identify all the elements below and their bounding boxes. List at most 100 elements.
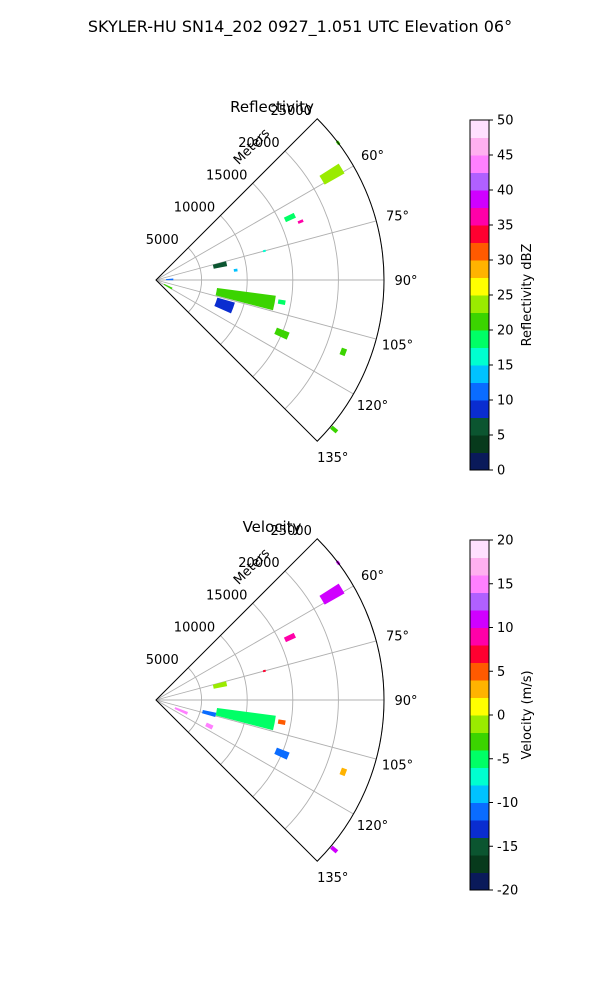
radar-echo <box>319 583 345 605</box>
colorbar-block <box>470 837 489 856</box>
colorbar-block <box>470 260 489 278</box>
colorbar-block <box>470 662 489 681</box>
colorbar-block <box>470 190 489 208</box>
radar-echo <box>330 425 339 434</box>
colorbar-tick-label: 10 <box>497 394 514 409</box>
radial-tick-label: 5000 <box>146 653 179 668</box>
radar-echo <box>205 722 214 730</box>
colorbar-tick-label: 10 <box>497 621 514 636</box>
radial-tick-label: 25000 <box>271 104 312 119</box>
radial-tick-label: 10000 <box>174 201 215 216</box>
colorbar-block <box>470 697 489 716</box>
sector-frame <box>155 538 385 862</box>
colorbar-gradient <box>470 540 489 891</box>
colorbar: -20 -15 -10 -5 0 5 10 15 20 Velocity (m/… <box>469 534 535 899</box>
grid-spoke <box>155 165 354 281</box>
colorbar-tick-label: -20 <box>497 884 518 899</box>
grid-spoke <box>155 699 377 760</box>
colorbar-block <box>470 540 489 558</box>
grid-spoke <box>155 699 354 815</box>
radar-echo <box>215 288 276 311</box>
colorbar-tick-label: 35 <box>497 219 514 234</box>
colorbar-block <box>470 750 489 768</box>
colorbar-block <box>470 312 489 331</box>
colorbar-tick-label: 20 <box>497 534 514 549</box>
radar-echo <box>274 327 290 340</box>
sector-outline <box>155 538 385 862</box>
colorbar-block <box>470 347 489 366</box>
grid-spoke <box>155 279 354 395</box>
colorbar-tick-label: 40 <box>497 184 514 199</box>
colorbar-tick-label: 0 <box>497 709 505 724</box>
panel-title: Reflectivity <box>230 98 314 116</box>
angle-tick-label: 60° <box>361 149 384 164</box>
colorbar-block <box>470 575 489 593</box>
radar-echo <box>283 212 296 223</box>
colorbar-ticks: 0 5 10 15 20 25 30 35 40 45 50 <box>489 114 514 479</box>
colorbar-tick-label: 15 <box>497 577 514 592</box>
radar-echo <box>212 261 228 269</box>
grid-spoke <box>155 585 354 701</box>
angle-tick-label: 135° <box>317 871 348 886</box>
colorbar-block <box>470 295 489 313</box>
angle-tick-label: 75° <box>386 629 409 644</box>
radial-tick-label: 20000 <box>238 136 279 151</box>
radar-echo <box>202 709 217 717</box>
radial-tick-labels: 5000 10000 15000 20000 25000 <box>146 104 312 248</box>
radar-echo <box>274 747 290 760</box>
radar-echo <box>262 669 266 673</box>
radar-echo <box>233 268 238 272</box>
colorbar-block <box>470 225 489 243</box>
angle-tick-label: 105° <box>382 759 413 774</box>
figure-title: SKYLER-HU SN14_202 0927_1.051 UTC Elevat… <box>88 17 512 37</box>
colorbar-tick-label: 25 <box>497 289 514 304</box>
colorbar-block <box>470 120 489 138</box>
colorbar-block <box>470 820 489 838</box>
radar-echo <box>212 681 228 689</box>
radar-echo <box>262 249 266 253</box>
colorbar-block <box>470 452 489 471</box>
radar-echo <box>319 163 345 185</box>
angle-tick-label: 120° <box>357 819 388 834</box>
echo-layer <box>163 140 348 434</box>
radial-tick-labels: 5000 10000 15000 20000 25000 <box>146 524 312 668</box>
colorbar-label: Velocity (m/s) <box>520 670 535 759</box>
reflectivity-panel: Reflectivity 5000 10000 15000 20000 2500… <box>146 98 535 479</box>
polar-grid <box>155 118 385 442</box>
colorbar-block <box>470 767 489 786</box>
radar-echo <box>165 278 174 281</box>
colorbar-gradient <box>470 120 489 471</box>
angle-tick-label: 105° <box>382 339 413 354</box>
colorbar-tick-label: 0 <box>497 464 505 479</box>
colorbar-block <box>470 382 489 401</box>
grid-spoke <box>155 220 377 281</box>
angle-tick-label: 90° <box>394 274 417 289</box>
colorbar-tick-label: 20 <box>497 324 514 339</box>
radial-tick-label: 20000 <box>238 556 279 571</box>
colorbar-block <box>470 855 489 873</box>
angle-tick-label: 90° <box>394 694 417 709</box>
colorbar-tick-label: -10 <box>497 796 518 811</box>
colorbar-block <box>470 400 489 418</box>
colorbar-block <box>470 330 489 348</box>
sector-frame <box>155 118 385 442</box>
radar-echo <box>214 297 235 314</box>
colorbar-block <box>470 417 489 436</box>
angle-tick-label: 135° <box>317 451 348 466</box>
radar-echo <box>330 845 339 854</box>
colorbar-block <box>470 715 489 733</box>
colorbar-block <box>470 242 489 261</box>
velocity-panel: Velocity 5000 10000 15000 20000 25000 60… <box>146 518 535 899</box>
colorbar-tick-label: 50 <box>497 114 514 129</box>
colorbar: 0 5 10 15 20 25 30 35 40 45 50 Reflectiv… <box>469 114 535 479</box>
angle-tick-label: 60° <box>361 569 384 584</box>
polar-grid <box>155 538 385 862</box>
angle-tick-labels: 60° 75° 90° 105° 120° 135° <box>317 569 417 886</box>
colorbar-block <box>470 365 489 383</box>
grid-spoke <box>155 640 377 701</box>
colorbar-tick-label: -15 <box>497 840 518 855</box>
colorbar-block <box>470 627 489 646</box>
colorbar-block <box>470 207 489 226</box>
colorbar-block <box>470 435 489 453</box>
